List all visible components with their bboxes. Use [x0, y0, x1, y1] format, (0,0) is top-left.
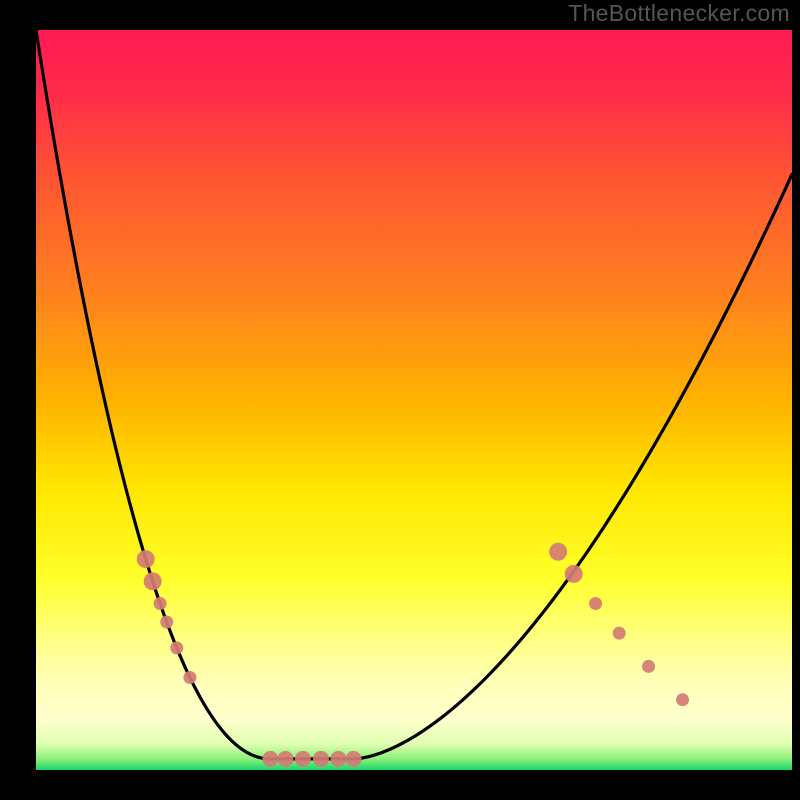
chart-stage: TheBottlenecker.com [0, 0, 800, 800]
bottleneck-chart [0, 0, 800, 800]
watermark-text: TheBottlenecker.com [568, 0, 790, 27]
